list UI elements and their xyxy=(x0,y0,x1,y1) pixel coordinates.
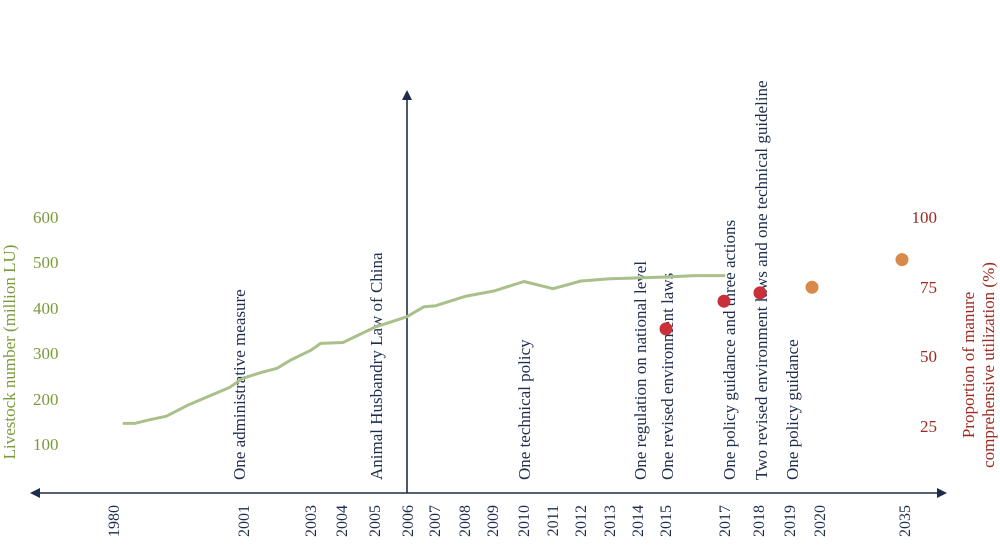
utilization-point-2035 xyxy=(895,253,909,267)
right-tick-25: 25 xyxy=(920,417,937,436)
year-label-2012: 2012 xyxy=(573,505,590,537)
livestock-series-line xyxy=(122,274,726,425)
year-label-2014: 2014 xyxy=(630,505,647,537)
year-label-2011: 2011 xyxy=(545,505,562,536)
year-label-2018: 2018 xyxy=(751,505,768,537)
event-2019-policy-guidance: One policy guidance xyxy=(783,339,802,480)
utilization-point-2018 xyxy=(753,286,767,300)
year-label-2010: 2010 xyxy=(516,505,533,537)
left-tick-200: 200 xyxy=(33,390,59,409)
right-tick-100: 100 xyxy=(912,208,938,227)
year-label-2001: 2001 xyxy=(236,505,253,537)
event-2001-administrative: One administrative measure xyxy=(230,289,249,480)
event-2018-two-revised-laws: Two revised environment laws and one tec… xyxy=(752,80,771,480)
utilization-point-2020 xyxy=(805,280,819,294)
year-label-2013: 2013 xyxy=(602,505,619,537)
year-label-2015: 2015 xyxy=(658,505,675,537)
year-label-2006: 2006 xyxy=(400,505,417,537)
event-2005-husbandry-law: Animal Husbandry Law of China xyxy=(367,252,386,480)
year-label-2020: 2020 xyxy=(812,505,829,537)
year-label-2008: 2008 xyxy=(457,505,474,537)
right-tick-75: 75 xyxy=(920,278,937,297)
event-2014-regulation: One regulation on national level xyxy=(631,261,650,480)
year-label-2009: 2009 xyxy=(485,505,502,537)
utilization-point-2017 xyxy=(717,294,731,308)
event-2010-technical-policy: One technical policy xyxy=(515,339,534,480)
event-2017-policy-guidance: One policy guidance and three actions xyxy=(720,220,739,480)
left-tick-100: 100 xyxy=(33,435,59,454)
year-label-2035: 2035 xyxy=(897,505,914,537)
year-label-2019: 2019 xyxy=(782,505,799,537)
left-tick-500: 500 xyxy=(33,253,59,272)
year-label-2004: 2004 xyxy=(334,505,351,537)
year-label-2003: 2003 xyxy=(303,505,320,537)
event-2015-revised-laws: One revised environment laws xyxy=(658,273,677,480)
right-axis-title-line1: Proportion of manure xyxy=(959,292,978,438)
year-label-2017: 2017 xyxy=(717,505,734,537)
year-label-2005: 2005 xyxy=(367,505,384,537)
year-label-1980: 1980 xyxy=(106,505,123,537)
left-tick-300: 300 xyxy=(33,344,59,363)
right-axis-title-line2: comprehensive utilization (%) xyxy=(979,262,998,468)
right-tick-50: 50 xyxy=(920,347,937,366)
utilization-point-2015 xyxy=(659,322,673,336)
left-tick-400: 400 xyxy=(33,299,59,318)
year-label-2007: 2007 xyxy=(427,505,444,537)
left-axis-title: Livestock number (million LU) xyxy=(0,245,19,460)
manure-utilization-points xyxy=(659,253,909,336)
left-tick-600: 600 xyxy=(33,208,59,227)
